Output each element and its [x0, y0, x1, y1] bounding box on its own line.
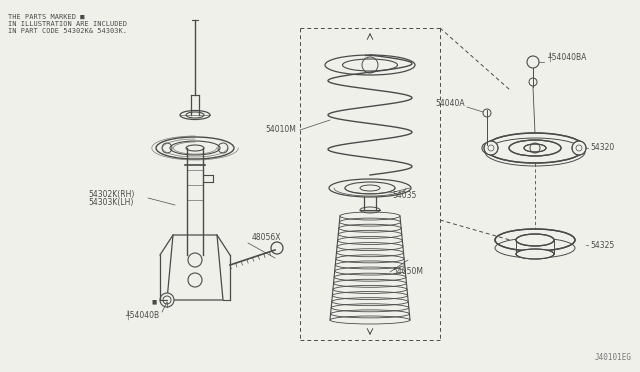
- Text: THE PARTS MARKED ■
IN ILLUSTRATION ARE INCLUDED
IN PART CODE 54302K& 54303K.: THE PARTS MARKED ■ IN ILLUSTRATION ARE I…: [8, 14, 127, 34]
- Ellipse shape: [325, 55, 415, 75]
- Ellipse shape: [345, 182, 395, 194]
- Text: ╀54040B: ╀54040B: [125, 310, 159, 320]
- Circle shape: [527, 56, 539, 68]
- Text: J40101EG: J40101EG: [595, 353, 632, 362]
- Ellipse shape: [509, 140, 561, 156]
- Ellipse shape: [516, 234, 554, 246]
- Text: 48056X: 48056X: [252, 234, 282, 243]
- Ellipse shape: [495, 229, 575, 251]
- Text: 54010M: 54010M: [265, 125, 296, 135]
- Ellipse shape: [360, 207, 380, 213]
- Ellipse shape: [156, 137, 234, 159]
- Circle shape: [483, 109, 491, 117]
- Ellipse shape: [524, 144, 546, 152]
- Text: 54303K(LH): 54303K(LH): [88, 199, 133, 208]
- Text: 54302K(RH): 54302K(RH): [88, 190, 134, 199]
- Ellipse shape: [342, 59, 397, 71]
- Ellipse shape: [170, 141, 220, 155]
- Ellipse shape: [485, 133, 585, 163]
- Text: 54040A: 54040A: [435, 99, 465, 108]
- Circle shape: [160, 293, 174, 307]
- Ellipse shape: [329, 179, 411, 197]
- Text: 54325: 54325: [590, 241, 614, 250]
- Circle shape: [271, 242, 283, 254]
- Text: ■: ■: [152, 299, 157, 305]
- Text: 54035: 54035: [392, 190, 417, 199]
- Text: ╀54040BA: ╀54040BA: [547, 52, 586, 62]
- Text: 54050M: 54050M: [392, 267, 423, 276]
- Text: 54320: 54320: [590, 144, 614, 153]
- Ellipse shape: [516, 249, 554, 259]
- Circle shape: [484, 141, 498, 155]
- Circle shape: [572, 141, 586, 155]
- Ellipse shape: [180, 110, 210, 119]
